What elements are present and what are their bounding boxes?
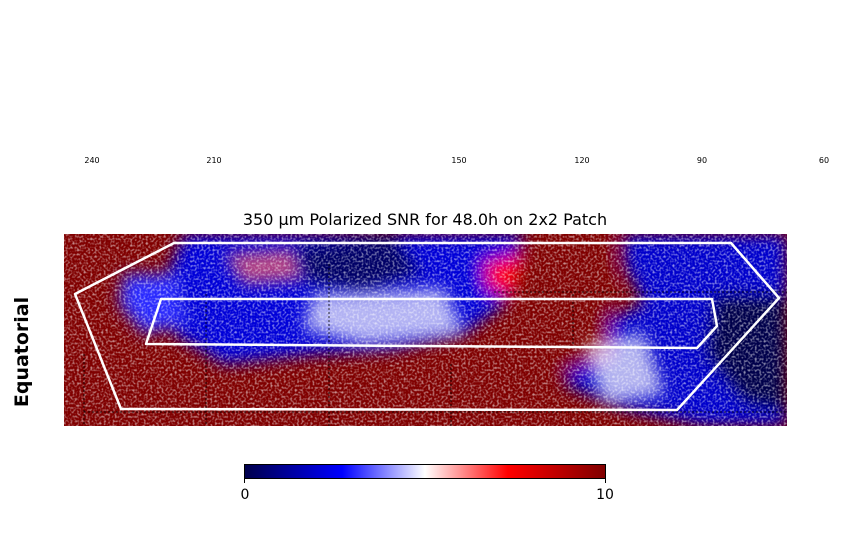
snr-heatmap xyxy=(64,234,787,426)
x-tick-label: 90 xyxy=(696,156,708,165)
inner-patch-outline xyxy=(144,297,719,350)
colorbar-tick-mark xyxy=(244,479,245,483)
x-tick-label: 60 xyxy=(818,156,830,165)
x-tick-label: 150 xyxy=(451,156,467,165)
colorbar-tick-label: 0 xyxy=(240,487,250,503)
colorbar xyxy=(244,464,606,479)
x-tick-label: 210 xyxy=(206,156,222,165)
patch-outline xyxy=(73,241,781,412)
colorbar-tick-label: 10 xyxy=(596,487,614,503)
speckle-texture xyxy=(64,234,787,426)
chart-title: 350 μm Polarized SNR for 48.0h on 2x2 Pa… xyxy=(242,210,608,229)
outer-patch-outline xyxy=(73,241,781,412)
x-tick-label: 120 xyxy=(574,156,590,165)
projection-label: Equatorial xyxy=(11,296,33,408)
x-tick-label: 240 xyxy=(84,156,100,165)
colorbar-tick-mark xyxy=(605,479,606,483)
